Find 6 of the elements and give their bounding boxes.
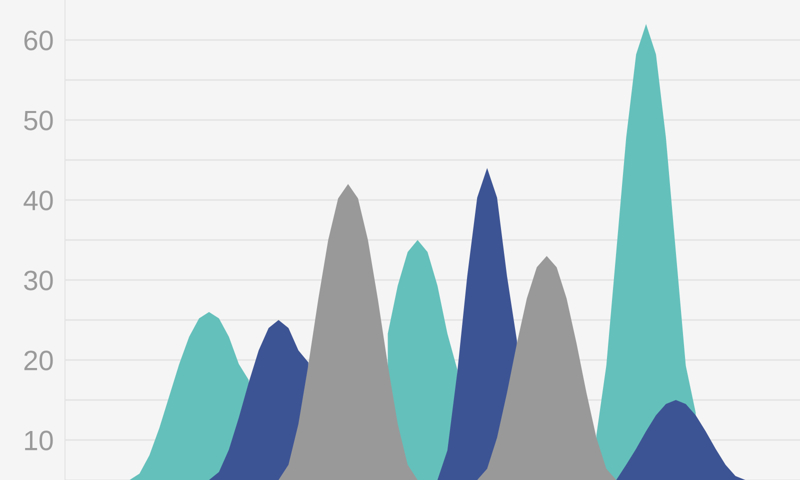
y-tick-label: 10 xyxy=(25,430,53,450)
y-tick-label: 60 xyxy=(24,30,53,50)
y-tick-label: 40 xyxy=(24,190,53,210)
y-tick-label: 30 xyxy=(24,270,53,290)
y-tick-label: 50 xyxy=(24,110,53,130)
y-tick-label: 20 xyxy=(24,350,53,370)
